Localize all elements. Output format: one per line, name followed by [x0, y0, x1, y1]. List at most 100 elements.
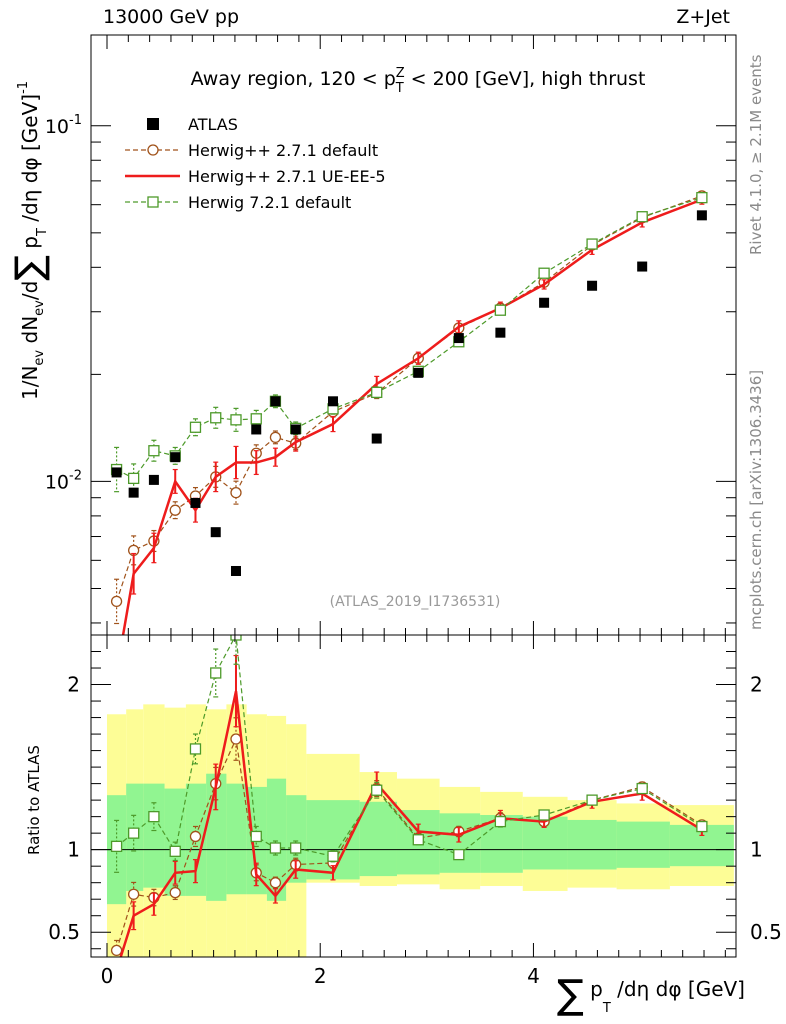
ratio-point — [189, 743, 202, 755]
ratio-point — [127, 888, 140, 900]
svg-text:1/Nev dNev/d∑ pT /dη dφ [GeV]: 1/Nev dNev/d∑ pT /dη dφ [GeV]-1 — [7, 81, 51, 400]
ratio-point — [696, 820, 708, 833]
x-tick-label: 2 — [314, 964, 327, 988]
ratio-point — [250, 830, 262, 843]
data-point — [290, 424, 301, 435]
ratio-point — [230, 733, 242, 745]
x-tick-label: 0 — [101, 964, 114, 988]
ratio-tick-label: 0.5 — [48, 920, 80, 944]
ratio-tick-label-right: 2 — [750, 673, 763, 697]
ratio-band-stat — [266, 778, 287, 901]
ratio-point — [494, 815, 507, 828]
series-point — [110, 595, 123, 608]
ratio-point — [127, 827, 140, 839]
ratio-point — [148, 810, 160, 823]
data-point — [111, 467, 122, 478]
series-point — [230, 414, 242, 426]
data-point — [328, 396, 339, 407]
series-point — [538, 267, 550, 279]
ratio-band-stat — [616, 821, 670, 868]
series-main-herwig-7-2-1-default — [110, 191, 708, 494]
legend-marker — [147, 144, 159, 156]
ratio-frame — [90, 634, 737, 958]
data-point — [637, 261, 648, 272]
series-ratio-herwig-2-7-1-ue-ee-5 — [119, 654, 705, 957]
series-point — [250, 413, 262, 425]
ratio-point — [538, 809, 550, 821]
x-axis-label: ∑ pT /dη dφ [GeV] — [557, 972, 745, 1018]
ratio-ticks — [91, 651, 736, 950]
series-point — [269, 431, 282, 444]
data-point — [148, 474, 159, 485]
legend-atlas-marker — [147, 118, 159, 130]
series-point — [230, 486, 242, 499]
series-line — [116, 195, 703, 602]
x-tick-label: 4 — [527, 964, 540, 988]
ratio-point — [412, 834, 424, 846]
series-point — [127, 472, 140, 485]
series-main-herwig-2-7-1-ue-ee-5 — [121, 194, 705, 635]
x-ticks — [106, 35, 726, 957]
ratio-point — [636, 782, 648, 795]
header-right: Z+Jet — [676, 6, 730, 28]
ratio-point — [371, 784, 383, 796]
ratio-point — [290, 842, 302, 854]
data-point — [251, 424, 262, 435]
series-point — [586, 238, 598, 250]
series-main-herwig-2-7-1-default — [110, 190, 708, 625]
ratio-band-stat — [226, 783, 247, 895]
series-point — [148, 445, 160, 457]
series-line — [116, 197, 703, 480]
plot-title: Away region, 120 < pTZ < 200 [GeV], high… — [191, 66, 646, 96]
y-tick-label: 10-1 — [45, 113, 82, 138]
series-point — [189, 421, 202, 433]
data-point — [539, 297, 550, 308]
ratio-tick-label: 1 — [67, 838, 80, 862]
series-point — [636, 211, 648, 223]
ratio-point — [586, 794, 598, 806]
legend-label: Herwig++ 2.7.1 default — [188, 141, 378, 160]
data-point — [696, 210, 707, 221]
ratio-band-stat — [359, 801, 397, 877]
series-point — [169, 504, 181, 516]
series-point — [696, 191, 708, 204]
series-point — [371, 386, 383, 399]
data-points — [111, 210, 707, 576]
legend-label: Herwig++ 2.7.1 UE-EE-5 — [188, 167, 386, 186]
ratio-band-stat — [143, 783, 165, 888]
legend-label: Herwig 7.2.1 default — [188, 193, 351, 212]
ratio-point — [110, 944, 123, 957]
data-point — [270, 396, 281, 407]
ratio-point — [210, 667, 222, 679]
legend-atlas-label: ATLAS — [188, 115, 238, 134]
data-point — [190, 497, 201, 508]
ratio-tick-label: 2 — [67, 673, 80, 697]
y-tick-label: 10-2 — [45, 468, 82, 493]
legend — [125, 118, 180, 208]
data-point — [495, 327, 506, 338]
ratio-point — [327, 850, 339, 862]
data-point — [128, 487, 139, 498]
ratio-point — [269, 877, 282, 889]
y-ticks — [91, 125, 736, 624]
svg-text:Ratio to ATLAS: Ratio to ATLAS — [25, 745, 43, 855]
analysis-id: (ATLAS_2019_I1736531) — [330, 594, 501, 610]
ratio-point — [169, 886, 181, 899]
data-point — [170, 452, 181, 463]
data-point — [210, 527, 221, 538]
series-point — [210, 412, 222, 424]
ratio-tick-label-right: 0.5 — [750, 920, 782, 944]
ratio-point — [169, 845, 181, 857]
ratio-point — [189, 830, 202, 843]
data-point — [413, 367, 424, 378]
ratio-point — [230, 635, 242, 641]
ratio-axis-label: Ratio to ATLAS — [25, 745, 43, 855]
ratio-band-stat — [567, 819, 617, 870]
data-point — [453, 333, 464, 344]
y-axis-label: 1/Nev dNev/d∑ pT /dη dφ [GeV]-1 — [7, 81, 51, 400]
ratio-point — [269, 842, 282, 854]
series-point — [494, 304, 507, 316]
ratio-point — [453, 848, 465, 861]
header-left: 13000 GeV pp — [103, 6, 240, 28]
